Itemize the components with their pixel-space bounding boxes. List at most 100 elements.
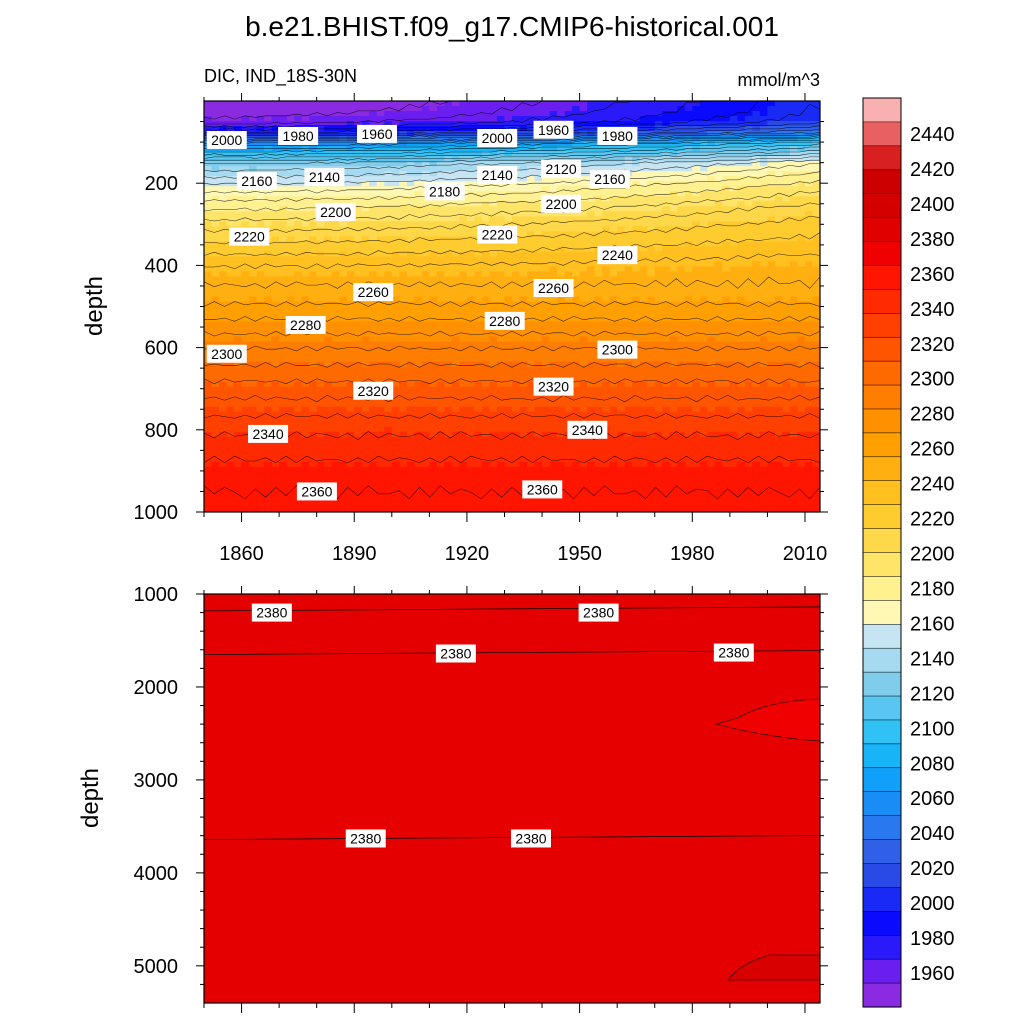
- heatmap-cell: [301, 416, 310, 423]
- heatmap-cell: [354, 411, 363, 418]
- heatmap-cell: [459, 506, 468, 512]
- heatmap-cell: [286, 406, 295, 413]
- heatmap-cell: [354, 346, 363, 353]
- heatmap-cell: [489, 411, 498, 418]
- heatmap-cell: [474, 391, 483, 398]
- heatmap-cell: [557, 501, 566, 508]
- heatmap-cell: [421, 171, 430, 177]
- heatmap-cell: [414, 296, 423, 303]
- heatmap-cell: [519, 401, 528, 408]
- heatmap-cell: [579, 406, 588, 413]
- heatmap-cell: [436, 296, 445, 303]
- heatmap-cell: [542, 251, 551, 257]
- heatmap-cell: [557, 466, 566, 473]
- heatmap-cell: [594, 386, 603, 393]
- heatmap-cell: [512, 476, 521, 483]
- heatmap-cell: [587, 391, 596, 398]
- heatmap-cell: [624, 236, 633, 242]
- heatmap-cell: [519, 256, 528, 262]
- heatmap-cell: [354, 276, 363, 283]
- heatmap-cell: [339, 121, 348, 127]
- heatmap-cell: [572, 436, 581, 443]
- heatmap-cell: [226, 371, 235, 378]
- heatmap-cell: [617, 441, 626, 448]
- heatmap-cell: [226, 491, 235, 498]
- heatmap-cell: [444, 281, 453, 288]
- heatmap-cell: [466, 436, 476, 443]
- heatmap-cell: [384, 376, 393, 383]
- heatmap-cell: [294, 256, 303, 262]
- heatmap-cell: [632, 176, 641, 182]
- heatmap-cell: [241, 436, 250, 443]
- heatmap-cell: [639, 126, 648, 132]
- heatmap-cell: [264, 166, 273, 172]
- heatmap-cell: [436, 151, 445, 157]
- heatmap-cell: [496, 461, 506, 468]
- heatmap-cell: [399, 181, 408, 187]
- heatmap-cell: [444, 391, 453, 398]
- heatmap-cell: [211, 431, 220, 438]
- heatmap-cell: [451, 121, 461, 127]
- heatmap-cell: [421, 216, 430, 222]
- heatmap-cell: [331, 256, 340, 262]
- heatmap-cell: [241, 416, 250, 423]
- heatmap-cell: [279, 261, 288, 267]
- heatmap-cell: [399, 481, 408, 488]
- heatmap-cell: [421, 356, 430, 363]
- heatmap-cell: [399, 221, 408, 227]
- heatmap-cell: [204, 316, 213, 323]
- heatmap-cell: [594, 236, 603, 242]
- heatmap-cell: [624, 186, 633, 192]
- heatmap-cell: [414, 471, 423, 478]
- heatmap-cell: [256, 251, 265, 257]
- heatmap-cell: [579, 481, 588, 488]
- heatmap-cell: [564, 446, 573, 453]
- heatmap-cell: [301, 301, 310, 308]
- heatmap-cell: [549, 331, 558, 338]
- heatmap-cell: [632, 166, 641, 172]
- heatmap-cell: [519, 371, 528, 378]
- heatmap-cell: [602, 441, 611, 448]
- heatmap-cell: [384, 116, 393, 122]
- heatmap-cell: [376, 481, 385, 488]
- heatmap-cell: [211, 301, 220, 308]
- heatmap-cell: [294, 186, 303, 192]
- heatmap-cell: [406, 491, 415, 498]
- heatmap-cell: [204, 111, 213, 117]
- heatmap-cell: [572, 321, 581, 328]
- heatmap-cell: [264, 376, 273, 383]
- heatmap-cell: [632, 441, 641, 448]
- heatmap-cell: [301, 376, 310, 383]
- heatmap-cell: [406, 336, 415, 343]
- heatmap-cell: [512, 156, 521, 162]
- heatmap-cell: [519, 421, 528, 428]
- heatmap-cell: [256, 451, 265, 458]
- heatmap-cell: [436, 446, 445, 453]
- heatmap-cell: [264, 336, 273, 343]
- heatmap-cell: [256, 201, 265, 207]
- heatmap-cell: [429, 421, 438, 428]
- heatmap-cell: [549, 306, 558, 313]
- heatmap-cell: [339, 456, 348, 463]
- heatmap-cell: [339, 391, 348, 398]
- heatmap-cell: [346, 151, 355, 157]
- heatmap-cell: [279, 311, 288, 318]
- heatmap-cell: [579, 346, 588, 353]
- heatmap-cell: [647, 211, 656, 217]
- heatmap-cell: [496, 396, 506, 403]
- heatmap-cell: [512, 121, 521, 127]
- heatmap-cell: [331, 506, 340, 512]
- heatmap-cell: [316, 346, 325, 353]
- heatmap-cell: [249, 351, 258, 358]
- heatmap-cell: [519, 241, 528, 247]
- heatmap-cell: [647, 106, 656, 112]
- heatmap-cell: [421, 461, 430, 468]
- heatmap-cell: [234, 456, 243, 463]
- heatmap-cell: [361, 241, 370, 247]
- heatmap-cell: [361, 316, 370, 323]
- heatmap-cell: [647, 461, 656, 468]
- heatmap-cell: [579, 206, 588, 212]
- heatmap-cell: [579, 161, 588, 167]
- heatmap-cell: [579, 471, 588, 478]
- heatmap-cell: [459, 461, 468, 468]
